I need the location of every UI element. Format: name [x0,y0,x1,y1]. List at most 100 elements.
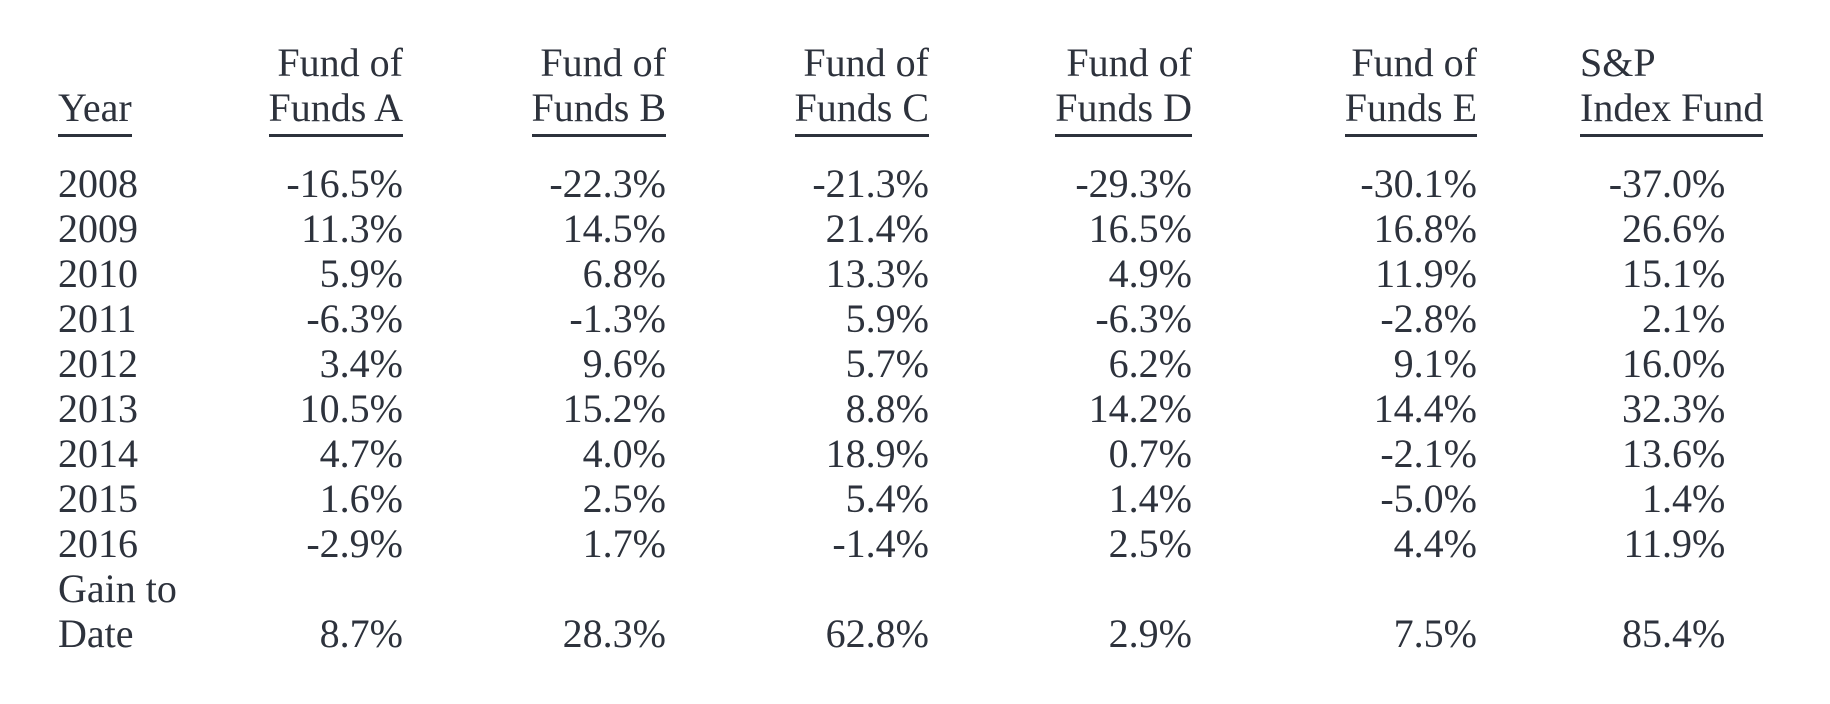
value-cell: 15.2% [562,386,666,431]
value-cell: -1.4% [832,521,929,566]
table-row: 2015 1.6% 2.5% 5.4% 1.4% -5.0% 1.4% [58,476,1763,521]
value-cell: -2.9% [306,521,403,566]
header-line2: Funds A [208,85,403,137]
date-line: Date [58,611,134,656]
value-cell: 18.9% [825,431,929,476]
value-cell: -21.3% [812,161,929,206]
value-cell: 7.5% [1393,611,1477,656]
column-header-fund-c: Fund of Funds C [666,40,929,161]
year-cell: 2011 [58,296,137,341]
value-cell: -16.5% [286,161,403,206]
value-cell: 2.1% [1642,296,1726,341]
header-line2: Funds C [666,85,929,137]
value-cell: 11.3% [301,206,403,251]
column-header-year: Year [58,40,208,161]
value-cell: 0.7% [1108,431,1192,476]
value-cell: -1.3% [569,296,666,341]
table-row: 2013 10.5% 15.2% 8.8% 14.2% 14.4% 32.3% [58,386,1763,431]
year-cell: Gain to Date [58,566,208,656]
fund-returns-table: Year Fund of Funds A Fund of Funds B Fun… [58,40,1764,656]
value-cell: 16.8% [1373,206,1477,251]
header-line1: Fund of [1066,40,1192,85]
value-cell: 1.4% [1108,476,1192,521]
value-cell: -37.0% [1608,161,1726,206]
value-cell: 16.5% [1088,206,1192,251]
value-cell: 85.4% [1622,611,1726,656]
value-cell: 1.7% [582,521,666,566]
header-line2: Index Fund [1580,85,1764,137]
value-cell: 26.6% [1622,206,1726,251]
table-row: 2014 4.7% 4.0% 18.9% 0.7% -2.1% 13.6% [58,431,1763,476]
gain-to-line: Gain to [58,566,177,611]
header-line1: Fund of [540,40,666,85]
column-header-fund-d: Fund of Funds D [929,40,1192,161]
header-line1: Fund of [803,40,929,85]
year-cell: 2013 [58,386,138,431]
value-cell: -2.8% [1380,296,1477,341]
value-cell: 14.5% [562,206,666,251]
value-cell: 62.8% [825,611,929,656]
value-cell: 4.0% [582,431,666,476]
column-header-sp-index-fund: S&P Index Fund [1477,40,1764,161]
value-cell: 32.3% [1622,386,1726,431]
value-cell: 2.5% [582,476,666,521]
value-cell: -22.3% [549,161,666,206]
value-cell: 9.1% [1393,341,1477,386]
value-cell: 2.5% [1108,521,1192,566]
header-line2: Funds B [403,85,666,137]
value-cell: 14.4% [1373,386,1477,431]
value-cell: 2.9% [1108,611,1192,656]
value-cell: 5.9% [845,296,929,341]
column-header-fund-b: Fund of Funds B [403,40,666,161]
column-header-fund-a: Fund of Funds A [208,40,403,161]
header-line1: Fund of [1351,40,1477,85]
value-cell: 1.6% [319,476,403,521]
header-line2: Funds D [929,85,1192,137]
year-cell: 2008 [58,161,138,206]
value-cell: -5.0% [1380,476,1477,521]
value-cell: -30.1% [1360,161,1477,206]
header-line1 [58,40,208,85]
header-line2: Year [58,85,208,137]
value-cell: 3.4% [319,341,403,386]
value-cell: 8.7% [319,611,403,656]
value-cell: 11.9% [1375,251,1477,296]
year-cell: 2015 [58,476,138,521]
value-cell: -29.3% [1075,161,1192,206]
year-cell: 2012 [58,341,138,386]
value-cell: 6.8% [582,251,666,296]
value-cell: 4.7% [319,431,403,476]
value-cell: 13.6% [1622,431,1726,476]
column-header-fund-e: Fund of Funds E [1192,40,1477,161]
table-row: 2010 5.9% 6.8% 13.3% 4.9% 11.9% 15.1% [58,251,1763,296]
value-cell: 21.4% [825,206,929,251]
table-row: 2012 3.4% 9.6% 5.7% 6.2% 9.1% 16.0% [58,341,1763,386]
value-cell: 11.9% [1623,521,1726,566]
value-cell: 5.4% [845,476,929,521]
value-cell: 16.0% [1622,341,1726,386]
value-cell: 8.8% [845,386,929,431]
table-row: 2009 11.3% 14.5% 21.4% 16.5% 16.8% 26.6% [58,206,1763,251]
header-row: Year Fund of Funds A Fund of Funds B Fun… [58,40,1764,161]
year-cell: 2010 [58,251,138,296]
value-cell: 10.5% [299,386,403,431]
value-cell: 15.1% [1622,251,1726,296]
value-cell: 14.2% [1088,386,1192,431]
value-cell: 5.9% [319,251,403,296]
value-cell: 4.9% [1108,251,1192,296]
value-cell: 1.4% [1642,476,1726,521]
value-cell: 5.7% [845,341,929,386]
year-cell: 2016 [58,521,138,566]
value-cell: 6.2% [1108,341,1192,386]
value-cell: 13.3% [825,251,929,296]
header-line1: S&P [1580,40,1656,85]
value-cell: -6.3% [1095,296,1192,341]
value-cell: 9.6% [582,341,666,386]
year-cell: 2014 [58,431,138,476]
year-cell: 2009 [58,206,138,251]
value-cell: -2.1% [1380,431,1477,476]
value-cell: -6.3% [306,296,403,341]
header-line2: Funds E [1192,85,1477,137]
table-row-gain-to-date: Gain to Date 8.7% 28.3% 62.8% 2.9% 7.5% … [58,566,1763,656]
